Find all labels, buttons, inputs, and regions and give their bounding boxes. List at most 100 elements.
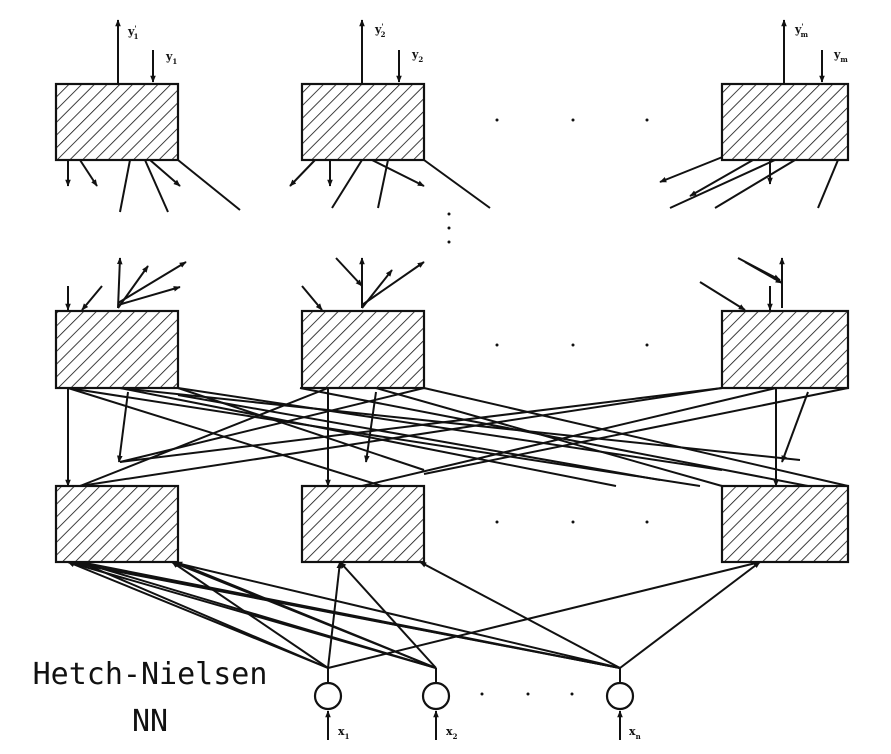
ellipsis-dot bbox=[570, 692, 574, 696]
connection-lines bbox=[65, 19, 849, 740]
hidden-layer-neuron-1 bbox=[54, 309, 180, 390]
input-node-2 bbox=[421, 681, 451, 711]
hidden-layer-neuron-3 bbox=[720, 309, 850, 390]
kohonen-layer-neuron-3 bbox=[720, 484, 850, 564]
output-fan-line bbox=[371, 159, 425, 187]
output-fan-line bbox=[669, 159, 776, 209]
ellipsis-dot bbox=[495, 118, 499, 122]
hidden-fan-line bbox=[116, 257, 123, 309]
hidden-kohonen-cross-line bbox=[79, 387, 329, 487]
hidden-kohonen-cross-line bbox=[299, 387, 809, 487]
input-xn-sub: n bbox=[636, 732, 641, 741]
input-x2-sub: 2 bbox=[453, 732, 458, 741]
hidden-kohonen-cross-line bbox=[119, 387, 617, 487]
ellipsis-dot bbox=[447, 212, 451, 216]
hidden-fan-line bbox=[301, 285, 323, 311]
output-layer-neuron-3 bbox=[720, 82, 850, 162]
kohonen-layer-neuron-2 bbox=[300, 484, 426, 564]
output-ym-prime-sub: m bbox=[801, 30, 809, 39]
hidden-fan-line bbox=[117, 261, 187, 304]
target-ym-base: y bbox=[833, 48, 841, 61]
ellipsis-dot bbox=[571, 343, 575, 347]
input-x2-base: x bbox=[446, 725, 453, 738]
hidden-fan-line bbox=[335, 257, 363, 287]
hidden-kohonen-cross-line bbox=[119, 387, 425, 463]
target-y1-base: y bbox=[165, 50, 173, 63]
output-ym-prime-label: y' m bbox=[794, 22, 809, 39]
target-y2-label: y2 bbox=[411, 48, 423, 64]
hidden-fan-line bbox=[117, 286, 181, 306]
output-fan-line bbox=[177, 159, 241, 211]
hidden-kohonen-line bbox=[781, 391, 809, 463]
output-y2-prime-prime: ' bbox=[381, 22, 383, 31]
output-y1-prime-label: y' 1 bbox=[127, 24, 139, 41]
input-x1-base: x bbox=[338, 725, 345, 738]
output-layer-neuron-1 bbox=[54, 82, 180, 162]
output-fan-line bbox=[689, 155, 761, 197]
ellipsis-dot bbox=[447, 226, 451, 230]
ellipsis-dot bbox=[447, 240, 451, 244]
hidden-kohonen-cross-line bbox=[67, 387, 701, 487]
input-to-kohonen-line bbox=[171, 560, 621, 669]
output-fan-line bbox=[289, 159, 316, 187]
output-y2-prime-base: y bbox=[374, 23, 382, 36]
input-to-kohonen-line bbox=[79, 561, 437, 669]
output-fan-line bbox=[119, 159, 131, 213]
output-fan-line bbox=[149, 159, 181, 187]
target-y1-label: y1 bbox=[165, 50, 177, 66]
output-fan-line bbox=[144, 159, 169, 213]
input-to-kohonen-line bbox=[79, 561, 329, 669]
hidden-kohonen-cross-line bbox=[79, 387, 723, 487]
hidden-kohonen-cross-line bbox=[423, 387, 849, 475]
ellipsis-dot bbox=[645, 520, 649, 524]
ellipsis-dot bbox=[645, 343, 649, 347]
kohonen-layer-neuron-1 bbox=[54, 484, 180, 564]
hidden-kohonen-cross-line bbox=[361, 387, 777, 487]
input-x1-sub: 1 bbox=[345, 732, 350, 741]
input-to-kohonen-line bbox=[619, 561, 761, 669]
output-y2-prime-label: y' 2 bbox=[374, 22, 386, 39]
ellipsis-dot bbox=[526, 692, 530, 696]
ellipsis-dot bbox=[480, 692, 484, 696]
hidden-kohonen-line bbox=[117, 391, 129, 463]
input-to-kohonen-line bbox=[327, 561, 343, 669]
output-ym-prime-base: y bbox=[794, 23, 802, 36]
ellipsis-dot bbox=[571, 118, 575, 122]
ellipsis-dot bbox=[571, 520, 575, 524]
hidden-fan-line bbox=[361, 261, 425, 306]
input-to-kohonen-line bbox=[175, 561, 437, 669]
target-y2-base: y bbox=[411, 48, 419, 61]
hidden-kohonen-cross-line bbox=[119, 387, 723, 463]
ellipsis-dots bbox=[447, 118, 649, 696]
target-ym-label: ym bbox=[833, 48, 848, 64]
hidden-fan-line bbox=[737, 257, 781, 281]
output-y2-prime-sub: 2 bbox=[381, 30, 386, 39]
output-fan-line bbox=[79, 159, 98, 187]
caption-line-2: NN bbox=[131, 704, 169, 739]
output-fan-line bbox=[423, 159, 491, 209]
input-to-kohonen-line bbox=[327, 560, 761, 669]
ellipsis-dot bbox=[645, 118, 649, 122]
output-y1-prime-prime: ' bbox=[134, 24, 136, 33]
output-y1-prime-sub: 1 bbox=[134, 32, 139, 41]
input-xn-label: xn bbox=[629, 725, 641, 741]
hidden-kohonen-cross-line bbox=[177, 394, 661, 481]
neuron-boxes bbox=[54, 82, 850, 564]
ellipsis-dot bbox=[495, 520, 499, 524]
target-y2-sub: 2 bbox=[418, 55, 423, 64]
hidden-kohonen-cross-line bbox=[423, 387, 849, 487]
input-to-kohonen-line bbox=[69, 560, 621, 669]
input-x2-label: x2 bbox=[446, 725, 458, 741]
output-fan-line bbox=[817, 159, 839, 209]
output-fan-line bbox=[331, 159, 363, 209]
target-y1-sub: 1 bbox=[172, 57, 177, 66]
output-layer-neuron-2 bbox=[300, 82, 426, 162]
input-to-kohonen-line bbox=[339, 561, 437, 669]
ellipsis-dot bbox=[495, 343, 499, 347]
input-xn-base: x bbox=[629, 725, 636, 738]
hidden-layer-neuron-2 bbox=[300, 309, 426, 390]
input-node-1 bbox=[313, 681, 343, 711]
hidden-fan-line bbox=[81, 285, 103, 311]
